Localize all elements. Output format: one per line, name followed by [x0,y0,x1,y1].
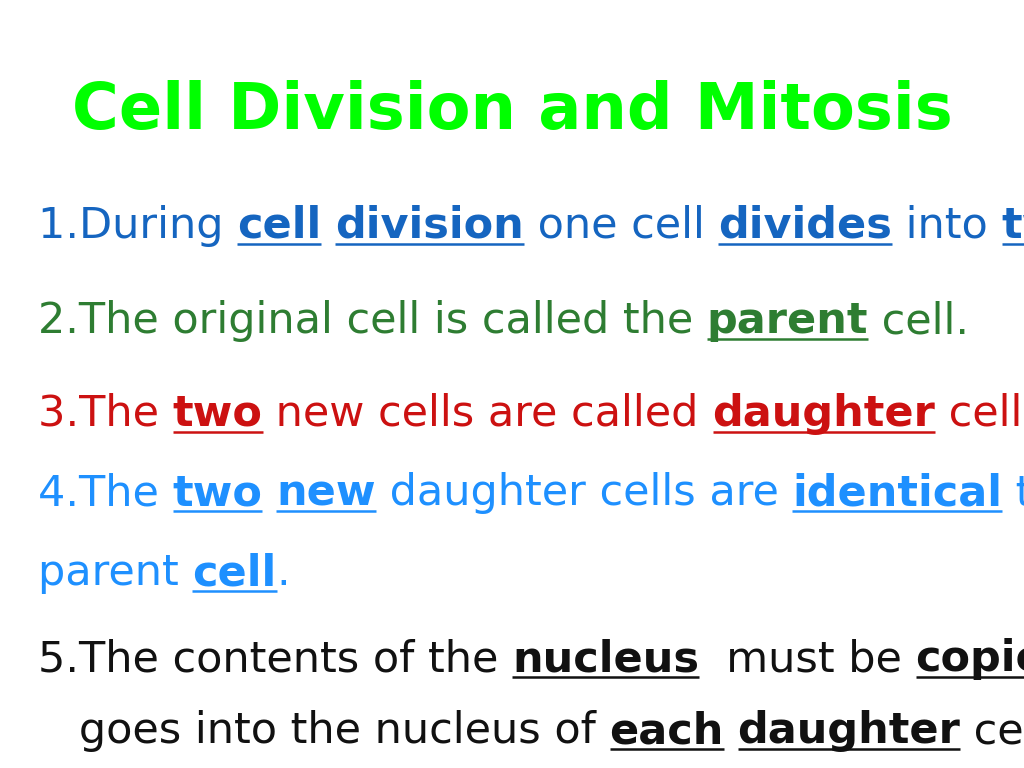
Text: to the: to the [1002,472,1024,514]
Text: each: each [609,710,724,752]
Text: daughter cells are: daughter cells are [376,472,793,514]
Text: 4.The: 4.The [38,472,172,514]
Text: Cell Division and Mitosis: Cell Division and Mitosis [72,80,952,142]
Text: divides: divides [718,205,892,247]
Text: new: new [276,472,376,514]
Text: two: two [1001,205,1024,247]
Text: goes into the nucleus of: goes into the nucleus of [38,710,609,752]
Text: division: division [335,205,523,247]
Text: daughter: daughter [713,393,935,435]
Text: 2.The original cell is called the: 2.The original cell is called the [38,300,707,342]
Text: into: into [892,205,1001,247]
Text: new cells are called: new cells are called [262,393,713,435]
Text: 3.The: 3.The [38,393,173,435]
Text: cell: cell [193,552,276,594]
Text: 1.During: 1.During [38,205,238,247]
Text: cells.: cells. [935,393,1024,435]
Text: identical: identical [793,472,1002,514]
Text: parent: parent [38,552,193,594]
Text: must be: must be [699,638,915,680]
Text: copied: copied [915,638,1024,680]
Text: cell: cell [238,205,322,247]
Text: two: two [173,393,262,435]
Text: 5.The contents of the: 5.The contents of the [38,638,512,680]
Text: daughter: daughter [737,710,961,752]
Text: .: . [276,552,290,594]
Text: parent: parent [707,300,868,342]
Text: cell.: cell. [961,710,1024,752]
Text: nucleus: nucleus [512,638,699,680]
Text: one cell: one cell [523,205,718,247]
Text: cell.: cell. [868,300,970,342]
Text: two: two [172,472,262,514]
